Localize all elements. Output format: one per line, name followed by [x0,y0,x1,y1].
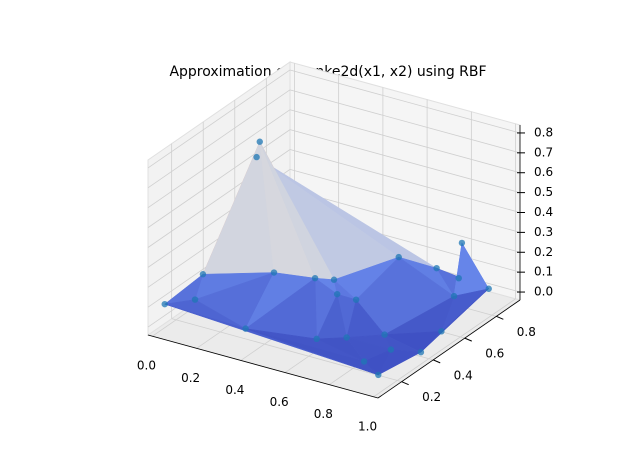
grid-line [147,109,291,209]
scatter-point [191,296,199,303]
scatter-point [199,271,207,278]
scatter-point [458,239,466,247]
scatter-point [395,253,402,261]
grid-line [289,149,521,213]
scatter-point [270,269,278,276]
grid-line [289,129,521,193]
scatter-point [256,138,263,145]
scatter-point [313,335,320,343]
scatter-point [433,264,440,272]
scatter-point [375,371,382,379]
grid-line [289,89,521,154]
scatter-point [450,292,458,300]
z-tick-label: 0.0 [534,285,553,299]
z-tick-label: 0.8 [534,125,553,139]
scatter-point [253,153,260,161]
scatter-point [360,358,368,365]
tick-mark [401,381,409,386]
grid-line [147,69,291,169]
scatter-point [161,300,168,308]
grid-line [171,318,402,383]
scatter-point [387,346,395,353]
grid-line [147,89,291,189]
z-tick-label: 0.5 [534,185,553,199]
surface-facet [363,349,392,376]
grid-line [289,169,521,233]
scatter-point [417,348,425,356]
y-tick-label: 0.8 [517,325,536,339]
z-tick-label: 0.6 [534,165,553,179]
x-tick-label: 0.2 [181,371,200,385]
grid-line [147,129,291,228]
scatter-point [352,296,360,303]
tick-mark [496,315,504,320]
x-tick-label: 0.4 [225,383,244,397]
axis-line [377,299,521,399]
scatter-point [242,325,249,332]
y-tick-label: 0.4 [454,368,473,382]
scatter-point [381,331,388,338]
grid-line [289,69,521,134]
axis-line [147,334,379,399]
x-tick-label: 0.8 [314,407,333,421]
x-tick-label: 0.6 [270,395,289,409]
scatter-point [438,328,445,335]
tick-mark [433,359,441,364]
grid-line [289,109,521,174]
x-tick-label: 1.0 [358,419,377,433]
z-tick-label: 0.1 [534,265,553,279]
scatter-point [455,274,462,282]
scatter-point [485,285,492,292]
x-tick-label: 0.0 [137,359,156,373]
scatter-point [330,276,338,283]
grid-line [289,188,521,253]
tick-mark [464,337,472,342]
scatter-point [333,290,341,298]
scatter-point [343,334,350,341]
z-tick-label: 0.7 [534,145,553,159]
z-tick-label: 0.3 [534,225,553,239]
y-tick-label: 0.6 [485,347,504,361]
z-tick-label: 0.4 [534,205,553,219]
scatter-point [311,274,319,282]
z-tick-label: 0.2 [534,245,553,259]
y-tick-label: 0.2 [422,390,441,404]
